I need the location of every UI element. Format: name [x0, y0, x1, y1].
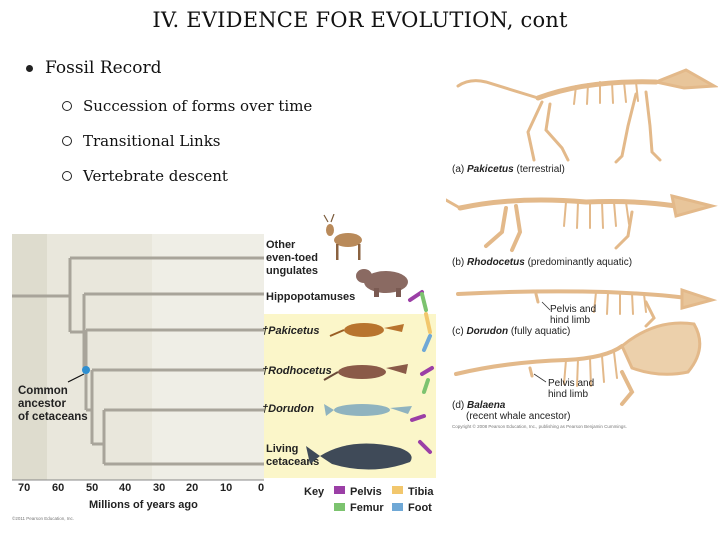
subbullet-label: Succession of forms over time [83, 97, 313, 115]
label-balaena: (d) Balaena (recent whale ancestor) [452, 400, 571, 422]
subbullet-label: Transitional Links [83, 132, 221, 150]
rodhocetus-icon [323, 364, 408, 381]
svg-text:70: 70 [18, 482, 30, 494]
key-label-tibia: Tibia [408, 486, 434, 498]
subbullet-3: Vertebrate descent [62, 167, 228, 185]
taxon-pakicetus: †Pakicetus [262, 325, 320, 337]
taxon-hippopotamuses: Hippopotamuses [266, 291, 355, 303]
skeleton-copyright: Copyright © 2008 Pearson Education, Inc.… [452, 423, 627, 429]
rhodocetus-skeleton [446, 193, 718, 252]
bullet-fossil-record: Fossil Record [26, 58, 161, 78]
time-axis-ticks: 70 60 50 40 30 20 10 0 [18, 482, 264, 494]
svg-text:10: 10 [220, 482, 232, 494]
svg-text:0: 0 [258, 482, 264, 494]
subbullet-2: Transitional Links [62, 132, 221, 150]
bullet-dot-icon [26, 64, 33, 72]
svg-text:20: 20 [186, 482, 198, 494]
key-title: Key [304, 486, 325, 498]
circle-bullet-icon [62, 171, 72, 181]
common-ancestor-node [82, 366, 90, 374]
svg-text:30: 30 [153, 482, 165, 494]
cetacean-phylogeny-figure: Common ancestor of cetaceans Other even-… [12, 214, 436, 521]
taxon-rodhocetus: †Rodhocetus [262, 365, 332, 377]
circle-bullet-icon [62, 101, 72, 111]
svg-text:60: 60 [52, 482, 64, 494]
label-rhodocetus: (b) Rhodocetus (predominantly aquatic) [452, 257, 632, 268]
key-swatch-pelvis [334, 486, 345, 494]
key-label-femur: Femur [350, 502, 384, 514]
axis-title: Millions of years ago [89, 499, 198, 511]
slide-title: IV. EVIDENCE FOR EVOLUTION, cont [152, 8, 568, 32]
label-dorudon: (c) Dorudon (fully aquatic) [452, 326, 570, 337]
taxon-other-ungulates: Other even-toed ungulates [266, 239, 321, 277]
balaena-skeleton [454, 321, 702, 406]
taxon-living-cetaceans: Living cetaceans [266, 443, 319, 468]
limb-bones-icon [408, 290, 434, 454]
dorudon-icon [324, 404, 412, 416]
whale-skeleton-figure: (a) Pakicetus (terrestrial) (b) Rhodocet… [446, 68, 718, 429]
ancestor-label: Common ancestor of cetaceans [18, 385, 88, 423]
key-swatch-tibia [392, 486, 403, 494]
pakicetus-skeleton [456, 68, 718, 164]
tree-copyright: ©2011 Pearson Education, Inc. [12, 515, 74, 521]
key-swatch-femur [334, 503, 345, 511]
pakicetus-icon [329, 323, 404, 337]
whale-icon [306, 443, 412, 470]
svg-text:40: 40 [119, 482, 131, 494]
key-swatch-foot [392, 503, 403, 511]
circle-bullet-icon [62, 136, 72, 146]
pelvis-label-dorudon: Pelvis and hind limb [550, 304, 599, 326]
key-label-pelvis: Pelvis [350, 486, 382, 498]
subbullet-1: Succession of forms over time [62, 97, 312, 115]
svg-text:50: 50 [86, 482, 98, 494]
bullet-label: Fossil Record [45, 58, 162, 78]
deer-icon [323, 214, 362, 260]
label-pakicetus: (a) Pakicetus (terrestrial) [452, 164, 565, 175]
taxon-dorudon: †Dorudon [262, 403, 314, 415]
subbullet-label: Vertebrate descent [83, 167, 228, 185]
pelvis-label-balaena: Pelvis and hind limb [548, 378, 597, 400]
key-label-foot: Foot [408, 502, 432, 514]
dorudon-skeleton [456, 287, 718, 328]
hippo-icon [356, 269, 408, 297]
